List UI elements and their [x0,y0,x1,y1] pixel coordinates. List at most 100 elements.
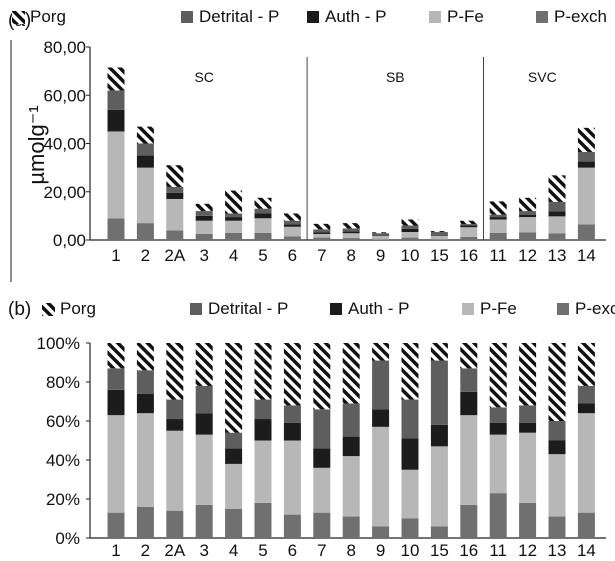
panel-b-bar-8-p-fe [342,456,360,517]
panel-b-x-tick-label-14: 14 [577,541,596,560]
panel-b-bar-1-porg [107,343,125,369]
panel-b-bar-2a-p-fe [166,430,184,511]
panel-a-bar-2-auth-p [136,155,154,168]
panel-b-x-tick-label-11: 11 [489,541,507,560]
panel-b-bar-12-porg [519,343,537,406]
panel-a-legend-label-porg: Porg [30,7,66,26]
panel-a-bar-16-p-exch [460,236,478,240]
panel-b-bar-5-detrital-p [254,399,272,420]
panel-b-bar-9-p-exch [372,526,390,538]
panel-b-bar-2a-auth-p [166,419,184,431]
panel-a-bar-16-p-fe [460,227,478,237]
panel-b-legend: Porg Detrital - P Auth - P P-Fe P-exch [42,299,615,318]
panel-b-x-tick-label-1: 1 [111,541,120,560]
panel-a-bar-3-p-fe [195,220,213,234]
panel-a-bar-15-detrital-p [430,232,448,235]
panel-b-bar-4-auth-p [225,448,243,464]
panel-b-bar-10-detrital-p [401,399,419,439]
panel-a-y-tick-label: 80,00 [43,38,86,57]
panel-a-x-tick-label-14: 14 [577,246,596,265]
panel-b-bar-6-p-exch [283,514,301,538]
panel-a-bar-12-detrital-p [519,211,537,215]
panel-a-bar-14-detrital-p [577,151,595,162]
panel-b-bar-13-p-fe [548,454,566,517]
panel-b-x-tick-label-7: 7 [317,541,326,560]
panel-b-bar-12-p-exch [519,502,537,538]
panel-a-bar-5-porg [254,197,272,209]
panel-a-bar-16-porg [460,220,478,225]
panel-a-bar-6-p-fe [283,226,301,237]
panel-a-bar-4-p-exch [225,232,243,240]
panel-b-bar-6-porg [283,343,301,406]
panel-b-bar-14-detrital-p [577,385,595,404]
panel-a-x-tick-label-13: 13 [548,246,567,265]
panel-a-bar-14-porg [577,127,595,152]
panel-b-bar-15-p-fe [430,446,448,527]
panel-a-bar-5-p-exch [254,232,272,240]
panel-b-bar-11-detrital-p [489,407,507,423]
panel-b-bar-16-auth-p [460,391,478,416]
panel-b-label: (b) [8,299,31,320]
panel-a-legend-item-p-fe: P-Fe [429,7,484,26]
panel-a-bar-2a-auth-p [166,192,184,199]
panel-a-bar-11-detrital-p [489,214,507,218]
panel-b-x-tick-label-6: 6 [288,541,297,560]
panel-a-bar-10-detrital-p [401,225,419,229]
panel-b-bar-13-auth-p [548,440,566,455]
panel-b-bar-11-p-fe [489,434,507,494]
panel-a-bar-6-porg [283,213,301,221]
panel-a-bar-1-detrital-p [107,90,125,110]
panel-a-bar-10-porg [401,219,419,226]
panel-a-x-tick-label-7: 7 [317,246,326,265]
panel-b-legend-label-porg: Porg [60,299,96,318]
panel-b-legend-label-p-exch: P-exch [575,299,615,318]
panel-b-x-tick-label-2: 2 [141,541,150,560]
panel-a-legend-swatch-auth-p [307,11,319,23]
panel-b-x-tick-label-10: 10 [401,541,420,560]
panel-b-bar-7-p-exch [313,512,331,538]
panel-a-bar-15-p-fe [430,235,448,240]
panel-b-bar-16-detrital-p [460,368,478,392]
panel-b-bar-5-auth-p [254,419,272,441]
panel-a-bar-8-p-exch [342,238,360,240]
panel-b-bar-4-porg [225,343,243,433]
panel-b-y-tick-label: 80% [46,373,80,392]
panel-b-bar-8-detrital-p [342,403,360,437]
panel-b-bars [107,343,595,538]
panel-a-legend-label-detrital-p: Detrital - P [199,7,279,26]
panel-a-bar-8-detrital-p [342,228,360,232]
panel-a-bar-14-p-exch [577,224,595,240]
panel-b-legend-item-auth-p: Auth - P [330,299,409,318]
panel-b-bar-1-detrital-p [107,368,125,390]
panel-a-bar-15-porg [430,231,448,233]
panel-b-bar-2-auth-p [136,393,154,414]
panel-a-bar-8-auth-p [342,231,360,234]
panel-b-bar-3-detrital-p [195,385,213,414]
panel-a-bar-13-detrital-p [548,201,566,212]
panel-b-bar-9-porg [372,343,390,361]
panel-a-bar-11-auth-p [489,217,507,220]
panel-b-y-tick-label: 60% [46,412,80,431]
panel-a-bar-1-auth-p [107,109,125,132]
panel-b-legend-swatch-p-fe [462,303,474,315]
panel-b-legend-item-p-fe: P-Fe [462,299,517,318]
panel-a-legend-label-p-exch: P-exch [554,7,607,26]
panel-a-bar-2-p-exch [136,223,154,240]
panel-b-y-tick-label: 0% [55,529,80,548]
panel-b-x-tick-label-15: 15 [430,541,449,560]
panel-a-legend-label-p-fe: P-Fe [447,7,484,26]
panel-b-bar-9-detrital-p [372,360,390,410]
panel-b-bar-2a-porg [166,343,184,400]
panel-b-legend-item-detrital-p: Detrital - P [190,299,288,318]
panel-b-x-tick-label-5: 5 [258,541,267,560]
panel-b-bar-14-p-fe [577,413,595,513]
panel-a-bar-11-p-fe [489,219,507,233]
panel-a-legend-swatch-p-fe [429,11,441,23]
panel-a-bars [107,67,595,240]
panel-a-bar-12-p-fe [519,217,537,233]
panel-b-legend-swatch-detrital-p [190,303,202,315]
panel-a-legend-item-auth-p: Auth - P [307,7,386,26]
panel-a-bar-9-auth-p [372,235,390,236]
panel-b-bar-13-detrital-p [548,421,566,441]
panel-b-bar-5-porg [254,343,272,400]
